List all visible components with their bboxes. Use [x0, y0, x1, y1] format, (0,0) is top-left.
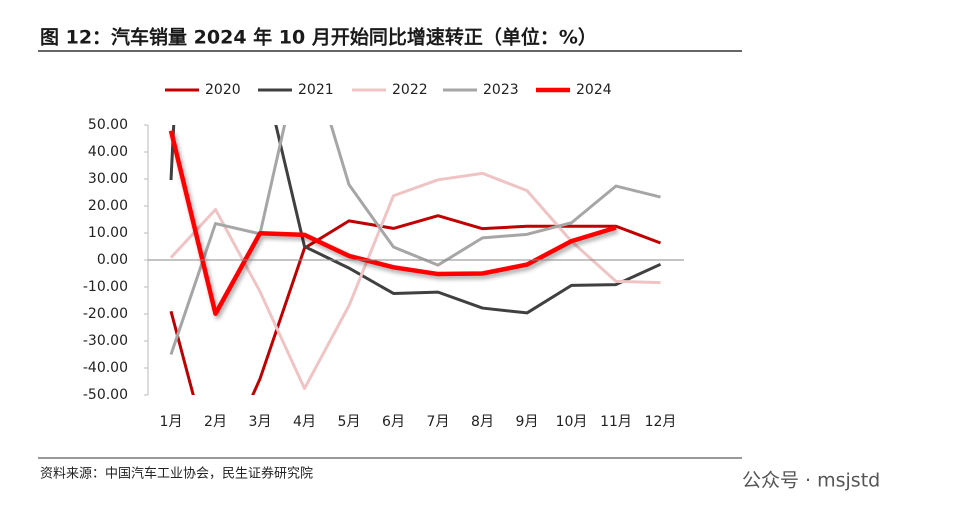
series-line	[169, 214, 662, 395]
watermark: 公众号 · msjstd	[742, 470, 880, 492]
source: 资料来源：中国汽车工业协会，民生证券研究院	[40, 466, 313, 482]
series-line	[169, 125, 662, 315]
legend-label: 2020	[205, 82, 241, 98]
x-tick-label: 8月	[471, 414, 494, 430]
y-tick-label: -20.00	[83, 306, 128, 322]
x-tick-label: 10月	[556, 414, 588, 430]
series-line	[169, 171, 661, 391]
x-tick-label: 4月	[293, 414, 316, 430]
y-tick-label: -40.00	[83, 360, 128, 376]
y-tick-label: -10.00	[83, 279, 128, 295]
series-line	[169, 125, 661, 355]
x-tick-label: 12月	[645, 414, 677, 430]
y-tick-label: 20.00	[88, 198, 128, 214]
plot-area	[168, 125, 662, 395]
x-tick-label: 3月	[249, 414, 272, 430]
x-tick-label: 7月	[427, 414, 450, 430]
x-tick-label: 2月	[204, 414, 227, 430]
x-tick-label: 11月	[600, 414, 632, 430]
x-tick-label: 6月	[382, 414, 405, 430]
series-line	[168, 130, 617, 316]
legend-label: 2023	[483, 82, 519, 98]
y-tick-label: 50.00	[88, 117, 128, 133]
legend-label: 2022	[392, 82, 428, 98]
legend-label: 2021	[298, 82, 334, 98]
chart-title: 图 12：汽车销量 2024 年 10 月开始同比增速转正（单位：%）	[40, 26, 597, 49]
y-tick-label: 0.00	[97, 252, 128, 268]
x-tick-label: 9月	[516, 414, 539, 430]
x-tick-label: 5月	[338, 414, 361, 430]
y-tick-label: -30.00	[83, 333, 128, 349]
x-tick-label: 1月	[160, 414, 183, 430]
y-tick-label: 10.00	[88, 225, 128, 241]
y-tick-label: 40.00	[88, 144, 128, 160]
y-tick-label: -50.00	[83, 387, 128, 403]
y-tick-label: 30.00	[88, 171, 128, 187]
legend-label: 2024	[576, 82, 612, 98]
